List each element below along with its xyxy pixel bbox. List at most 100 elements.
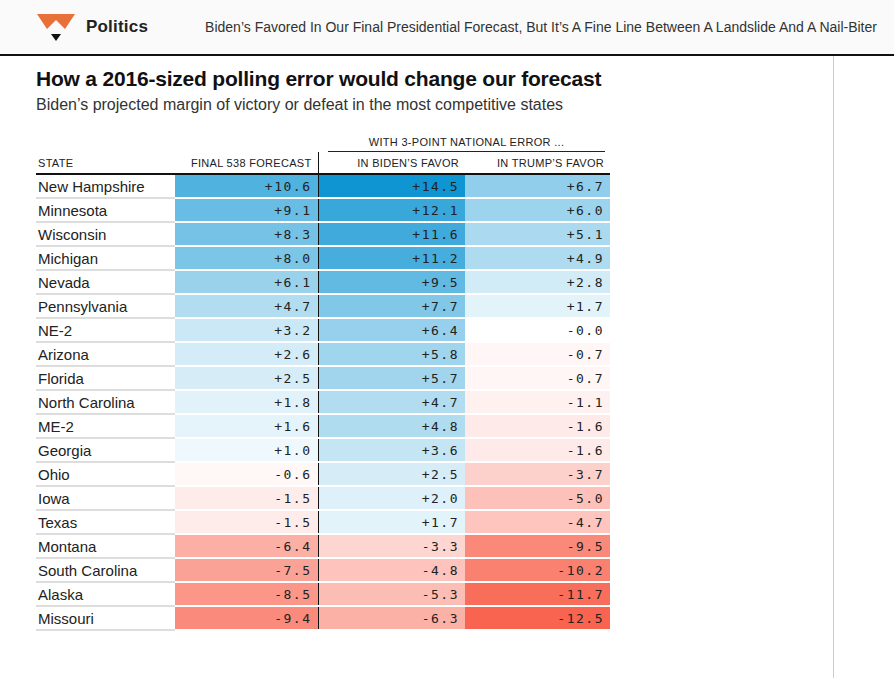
state-name-cell: NE-2	[36, 318, 175, 342]
state-name-cell: New Hampshire	[36, 174, 175, 198]
table-row: Michigan+8.0+11.2+4.9	[36, 246, 610, 270]
table-row: Wisconsin+8.3+11.6+5.1	[36, 222, 610, 246]
fivethirtyeight-fox-logo-icon	[36, 12, 76, 42]
table-row: Pennsylvania+4.7+7.7+1.7	[36, 294, 610, 318]
column-header-trump-favor: IN TRUMP’S FAVOR	[465, 152, 610, 174]
trump-favor-cell: +6.7	[465, 174, 610, 198]
table-row: South Carolina-7.5-4.8-10.2	[36, 558, 610, 582]
state-name-cell: Iowa	[36, 486, 175, 510]
trump-favor-cell: -11.7	[465, 582, 610, 606]
final-forecast-cell: +3.2	[175, 318, 318, 342]
final-forecast-cell: -0.6	[175, 462, 318, 486]
table-row: ME-2+1.6+4.8-1.6	[36, 414, 610, 438]
trump-favor-cell: +5.1	[465, 222, 610, 246]
table-row: Texas-1.5+1.7-4.7	[36, 510, 610, 534]
final-forecast-cell: -8.5	[175, 582, 318, 606]
final-forecast-cell: +4.7	[175, 294, 318, 318]
final-forecast-cell: -1.5	[175, 510, 318, 534]
final-forecast-cell: +2.6	[175, 342, 318, 366]
state-name-cell: Missouri	[36, 606, 175, 630]
trump-favor-cell: -9.5	[465, 534, 610, 558]
table-row: Montana-6.4-3.3-9.5	[36, 534, 610, 558]
state-name-cell: Minnesota	[36, 198, 175, 222]
trump-favor-cell: -4.7	[465, 510, 610, 534]
state-name-cell: South Carolina	[36, 558, 175, 582]
trump-favor-cell: +2.8	[465, 270, 610, 294]
state-name-cell: Florida	[36, 366, 175, 390]
final-forecast-cell: +8.3	[175, 222, 318, 246]
final-forecast-cell: -1.5	[175, 486, 318, 510]
table-row: Missouri-9.4-6.3-12.5	[36, 606, 610, 630]
state-name-cell: ME-2	[36, 414, 175, 438]
biden-favor-cell: +5.8	[318, 342, 465, 366]
group-header-cell: WITH 3-POINT NATIONAL ERROR ...	[318, 131, 610, 152]
state-name-cell: Texas	[36, 510, 175, 534]
biden-favor-cell: -5.3	[318, 582, 465, 606]
biden-favor-cell: -6.3	[318, 606, 465, 630]
biden-favor-cell: -3.3	[318, 534, 465, 558]
page-column-divider	[833, 56, 834, 678]
biden-favor-cell: +14.5	[318, 174, 465, 198]
biden-favor-cell: +7.7	[318, 294, 465, 318]
state-name-cell: Nevada	[36, 270, 175, 294]
table-row: Nevada+6.1+9.5+2.8	[36, 270, 610, 294]
group-header-label: WITH 3-POINT NATIONAL ERROR ...	[328, 136, 605, 152]
trump-favor-cell: +1.7	[465, 294, 610, 318]
biden-favor-cell: +6.4	[318, 318, 465, 342]
column-header-row: STATE FINAL 538 FORECAST IN BIDEN’S FAVO…	[36, 152, 610, 174]
state-name-cell: Alaska	[36, 582, 175, 606]
state-name-cell: North Carolina	[36, 390, 175, 414]
group-header-row: WITH 3-POINT NATIONAL ERROR ...	[36, 131, 610, 152]
biden-favor-cell: +9.5	[318, 270, 465, 294]
table-row: NE-2+3.2+6.4-0.0	[36, 318, 610, 342]
forecast-table-body: New Hampshire+10.6+14.5+6.7Minnesota+9.1…	[36, 174, 610, 630]
state-name-cell: Michigan	[36, 246, 175, 270]
section-label: Politics	[86, 17, 148, 37]
biden-favor-cell: +5.7	[318, 366, 465, 390]
final-forecast-cell: -6.4	[175, 534, 318, 558]
table-row: New Hampshire+10.6+14.5+6.7	[36, 174, 610, 198]
article-title[interactable]: Biden’s Favored In Our Final Presidentia…	[148, 18, 894, 37]
trump-favor-cell: -1.6	[465, 438, 610, 462]
final-forecast-cell: +6.1	[175, 270, 318, 294]
final-forecast-cell: +1.0	[175, 438, 318, 462]
table-row: North Carolina+1.8+4.7-1.1	[36, 390, 610, 414]
biden-favor-cell: +11.6	[318, 222, 465, 246]
biden-favor-cell: +4.7	[318, 390, 465, 414]
trump-favor-cell: -1.1	[465, 390, 610, 414]
state-name-cell: Arizona	[36, 342, 175, 366]
biden-favor-cell: +3.6	[318, 438, 465, 462]
biden-favor-cell: +4.8	[318, 414, 465, 438]
final-forecast-cell: +1.8	[175, 390, 318, 414]
state-name-cell: Pennsylvania	[36, 294, 175, 318]
table-row: Arizona+2.6+5.8-0.7	[36, 342, 610, 366]
trump-favor-cell: -0.0	[465, 318, 610, 342]
final-forecast-cell: +1.6	[175, 414, 318, 438]
forecast-table: WITH 3-POINT NATIONAL ERROR ... STATE FI…	[36, 131, 610, 631]
trump-favor-cell: -3.7	[465, 462, 610, 486]
biden-favor-cell: +11.2	[318, 246, 465, 270]
biden-favor-cell: +2.5	[318, 462, 465, 486]
trump-favor-cell: +6.0	[465, 198, 610, 222]
trump-favor-cell: -10.2	[465, 558, 610, 582]
trump-favor-cell: +4.9	[465, 246, 610, 270]
state-name-cell: Georgia	[36, 438, 175, 462]
trump-favor-cell: -0.7	[465, 342, 610, 366]
trump-favor-cell: -5.0	[465, 486, 610, 510]
final-forecast-cell: +9.1	[175, 198, 318, 222]
column-header-biden-favor: IN BIDEN’S FAVOR	[318, 152, 465, 174]
politics-section-link[interactable]: Politics	[36, 12, 148, 42]
biden-favor-cell: +12.1	[318, 198, 465, 222]
final-forecast-cell: +2.5	[175, 366, 318, 390]
state-name-cell: Wisconsin	[36, 222, 175, 246]
trump-favor-cell: -1.6	[465, 414, 610, 438]
site-header: Politics Biden’s Favored In Our Final Pr…	[0, 0, 894, 56]
trump-favor-cell: -12.5	[465, 606, 610, 630]
biden-favor-cell: +2.0	[318, 486, 465, 510]
chart-title: How a 2016-sized polling error would cha…	[36, 67, 858, 91]
table-row: Ohio-0.6+2.5-3.7	[36, 462, 610, 486]
biden-favor-cell: +1.7	[318, 510, 465, 534]
table-row: Florida+2.5+5.7-0.7	[36, 366, 610, 390]
biden-favor-cell: -4.8	[318, 558, 465, 582]
state-name-cell: Montana	[36, 534, 175, 558]
